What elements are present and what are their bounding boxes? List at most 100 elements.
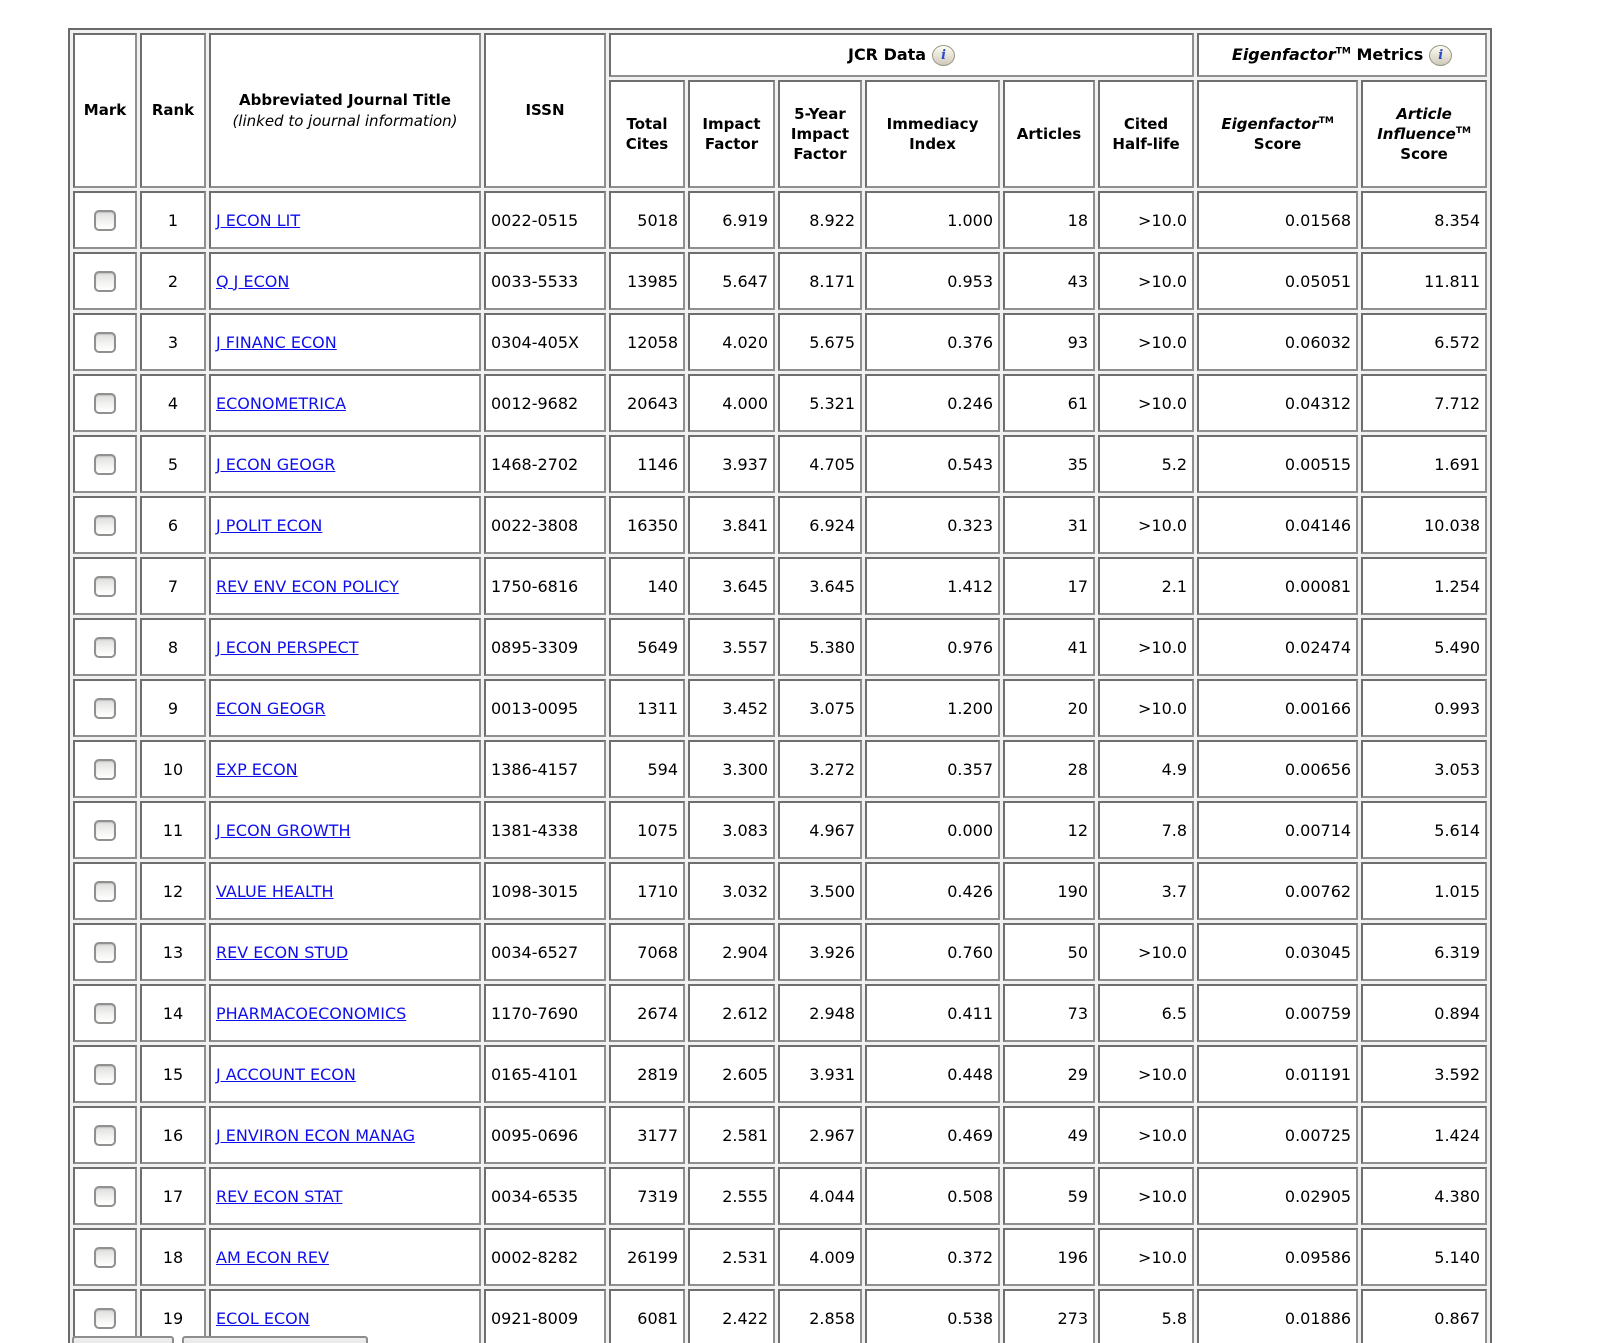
header-articles: Articles (1003, 80, 1095, 188)
mark-checkbox[interactable] (94, 1246, 116, 1268)
5yr-impact-factor-cell: 3.645 (778, 557, 862, 615)
impact-factor-cell: 3.645 (688, 557, 775, 615)
cited-half-life-cell: >10.0 (1098, 679, 1195, 737)
mark-cell (73, 1228, 137, 1286)
journal-link[interactable]: REV ENV ECON POLICY (216, 576, 399, 596)
article-influence-score-cell: 7.712 (1361, 374, 1488, 432)
impact-factor-cell: 2.422 (688, 1289, 775, 1343)
journal-link[interactable]: EXP ECON (216, 759, 298, 779)
eigenfactor-metrics-suffix: Metrics (1350, 45, 1424, 64)
mark-checkbox[interactable] (94, 636, 116, 658)
rank-cell: 13 (140, 923, 206, 981)
issn-cell: 0002-8282 (484, 1228, 606, 1286)
eigenfactor-score-cell: 0.03045 (1197, 923, 1359, 981)
journal-link[interactable]: ECONOMETRICA (216, 393, 347, 413)
article-influence-suffix: Score (1400, 145, 1448, 164)
journal-link[interactable]: J ECON GROWTH (216, 820, 351, 840)
mark-checkbox[interactable] (94, 575, 116, 597)
mark-checkbox[interactable] (94, 453, 116, 475)
partial-button-right[interactable] (182, 1336, 368, 1343)
eigenfactor-score-cell: 0.00759 (1197, 984, 1359, 1042)
total-cites-cell: 12058 (609, 313, 685, 371)
table-row: 10 EXP ECON 1386-4157 594 3.300 3.272 0.… (73, 740, 1488, 798)
mark-cell (73, 191, 137, 249)
journal-link[interactable]: J ECON PERSPECT (216, 637, 359, 657)
eigenfactor-metrics-info-icon[interactable]: i (1429, 45, 1453, 66)
mark-checkbox[interactable] (94, 1185, 116, 1207)
jcr-data-info-icon[interactable]: i (932, 45, 956, 66)
impact-factor-cell: 4.020 (688, 313, 775, 371)
journal-link[interactable]: REV ECON STUD (216, 942, 349, 962)
immediacy-index-cell: 0.372 (865, 1228, 1000, 1286)
title-cell: VALUE HEALTH (209, 862, 481, 920)
title-cell: J FINANC ECON (209, 313, 481, 371)
immediacy-index-cell: 0.323 (865, 496, 1000, 554)
journal-link[interactable]: J FINANC ECON (216, 332, 337, 352)
immediacy-index-cell: 0.538 (865, 1289, 1000, 1343)
total-cites-cell: 2819 (609, 1045, 685, 1103)
mark-checkbox[interactable] (94, 1002, 116, 1024)
mark-checkbox[interactable] (94, 392, 116, 414)
header-eigenfactor-score: EigenfactorTM Score (1197, 80, 1359, 188)
article-influence-score-cell: 0.993 (1361, 679, 1488, 737)
table-row: 6 J POLIT ECON 0022-3808 16350 3.841 6.9… (73, 496, 1488, 554)
jcr-data-label: JCR Data (847, 45, 927, 64)
mark-checkbox[interactable] (94, 1307, 116, 1329)
journal-link[interactable]: Q J ECON (216, 271, 290, 291)
header-group-row: Mark Rank Abbreviated Journal Title (lin… (73, 33, 1488, 188)
header-mark: Mark (73, 33, 137, 188)
mark-checkbox[interactable] (94, 1124, 116, 1146)
mark-checkbox[interactable] (94, 819, 116, 841)
journal-link[interactable]: ECON GEOGR (216, 698, 326, 718)
mark-checkbox[interactable] (94, 880, 116, 902)
rank-cell: 2 (140, 252, 206, 310)
partial-button-left[interactable] (72, 1336, 174, 1343)
mark-checkbox[interactable] (94, 209, 116, 231)
article-influence-score-cell: 4.380 (1361, 1167, 1488, 1225)
journal-link[interactable]: ECOL ECON (216, 1308, 310, 1328)
articles-cell: 273 (1003, 1289, 1095, 1343)
journal-link[interactable]: J ECON LIT (216, 210, 301, 230)
mark-checkbox[interactable] (94, 1063, 116, 1085)
issn-cell: 1750-6816 (484, 557, 606, 615)
title-cell: REV ECON STUD (209, 923, 481, 981)
journal-link[interactable]: AM ECON REV (216, 1247, 329, 1267)
mark-cell (73, 679, 137, 737)
header-issn: ISSN (484, 33, 606, 188)
eigenfactor-score-label: Eigenfactor (1221, 114, 1319, 133)
journal-link[interactable]: J ACCOUNT ECON (216, 1064, 356, 1084)
journal-link[interactable]: VALUE HEALTH (216, 881, 334, 901)
mark-checkbox[interactable] (94, 758, 116, 780)
mark-checkbox[interactable] (94, 331, 116, 353)
rank-cell: 15 (140, 1045, 206, 1103)
journal-link[interactable]: J ENVIRON ECON MANAG (216, 1125, 416, 1145)
title-cell: ECONOMETRICA (209, 374, 481, 432)
mark-checkbox[interactable] (94, 941, 116, 963)
cited-half-life-cell: >10.0 (1098, 618, 1195, 676)
mark-checkbox[interactable] (94, 514, 116, 536)
mark-cell (73, 313, 137, 371)
issn-cell: 0022-3808 (484, 496, 606, 554)
5yr-impact-factor-cell: 3.500 (778, 862, 862, 920)
issn-cell: 0095-0696 (484, 1106, 606, 1164)
issn-cell: 0165-4101 (484, 1045, 606, 1103)
article-influence-score-cell: 8.354 (1361, 191, 1488, 249)
table-row: 5 J ECON GEOGR 1468-2702 1146 3.937 4.70… (73, 435, 1488, 493)
mark-cell (73, 374, 137, 432)
immediacy-index-cell: 0.376 (865, 313, 1000, 371)
article-influence-score-cell: 3.592 (1361, 1045, 1488, 1103)
title-cell: REV ECON STAT (209, 1167, 481, 1225)
impact-factor-cell: 6.919 (688, 191, 775, 249)
journal-link[interactable]: J ECON GEOGR (216, 454, 336, 474)
journal-link[interactable]: PHARMACOECONOMICS (216, 1003, 407, 1023)
issn-cell: 0304-405X (484, 313, 606, 371)
journal-link[interactable]: REV ECON STAT (216, 1186, 343, 1206)
5yr-impact-factor-cell: 5.321 (778, 374, 862, 432)
articles-cell: 18 (1003, 191, 1095, 249)
5yr-impact-factor-cell: 3.272 (778, 740, 862, 798)
cited-half-life-cell: >10.0 (1098, 1106, 1195, 1164)
mark-checkbox[interactable] (94, 697, 116, 719)
journal-link[interactable]: J POLIT ECON (216, 515, 323, 535)
mark-checkbox[interactable] (94, 270, 116, 292)
mark-cell (73, 1106, 137, 1164)
